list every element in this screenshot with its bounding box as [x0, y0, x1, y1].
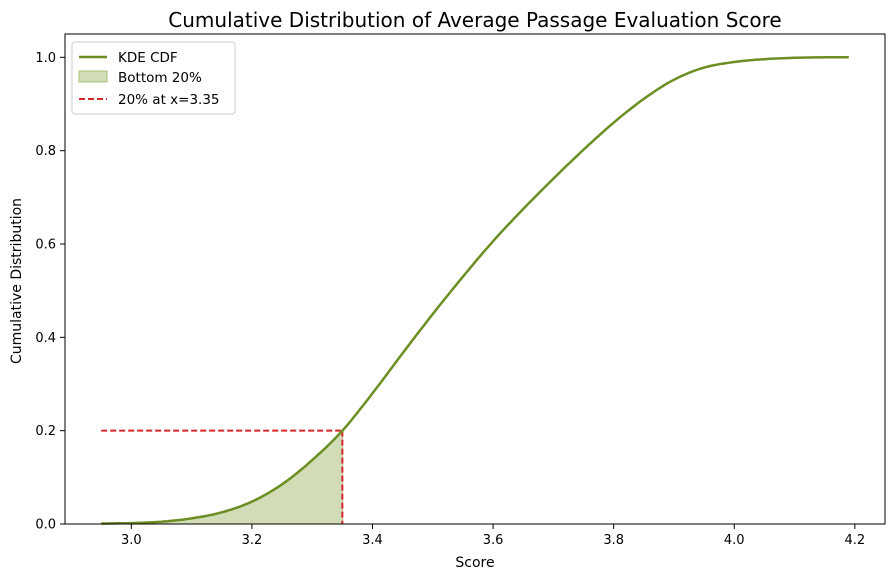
legend: KDE CDF Bottom 20% 20% at x=3.35	[71, 41, 236, 115]
y-tick-label: 0.2	[35, 424, 56, 439]
legend-label-threshold: 20% at x=3.35	[118, 92, 220, 108]
legend-frame	[71, 41, 236, 115]
x-tick-label: 3.6	[483, 533, 504, 548]
x-tick-label: 4.2	[845, 533, 866, 548]
y-tick-label: 0.4	[35, 331, 56, 346]
x-axis-label: Score	[455, 555, 494, 571]
x-tick-label: 4.0	[724, 533, 745, 548]
plot-frame	[64, 33, 886, 525]
y-tick-label: 0.0	[35, 518, 56, 533]
legend-label-bottom-20: Bottom 20%	[118, 70, 202, 86]
chart-title: Cumulative Distribution of Average Passa…	[168, 8, 781, 32]
x-tick-label: 3.0	[121, 533, 142, 548]
x-tick-label: 3.4	[362, 533, 383, 548]
legend-label-kde-cdf: KDE CDF	[118, 50, 178, 66]
y-tick-label: 0.8	[35, 144, 56, 159]
y-tick-label: 0.6	[35, 238, 56, 253]
kde-cdf-line	[101, 56, 849, 525]
y-axis-label: Cumulative Distribution	[9, 198, 25, 364]
x-tick-label: 3.2	[242, 533, 263, 548]
x-tick-label: 3.8	[603, 533, 624, 548]
legend-fill-swatch	[78, 70, 108, 83]
bottom-20-shaded-area	[100, 429, 343, 525]
y-tick-label: 1.0	[35, 51, 56, 66]
plot-area	[100, 56, 849, 525]
axis-ticks: 3.0 3.2 3.4 3.6 3.8 4.0 4.2 0.0 0.2 0.4 0.6 0.8 1.0	[35, 51, 865, 548]
